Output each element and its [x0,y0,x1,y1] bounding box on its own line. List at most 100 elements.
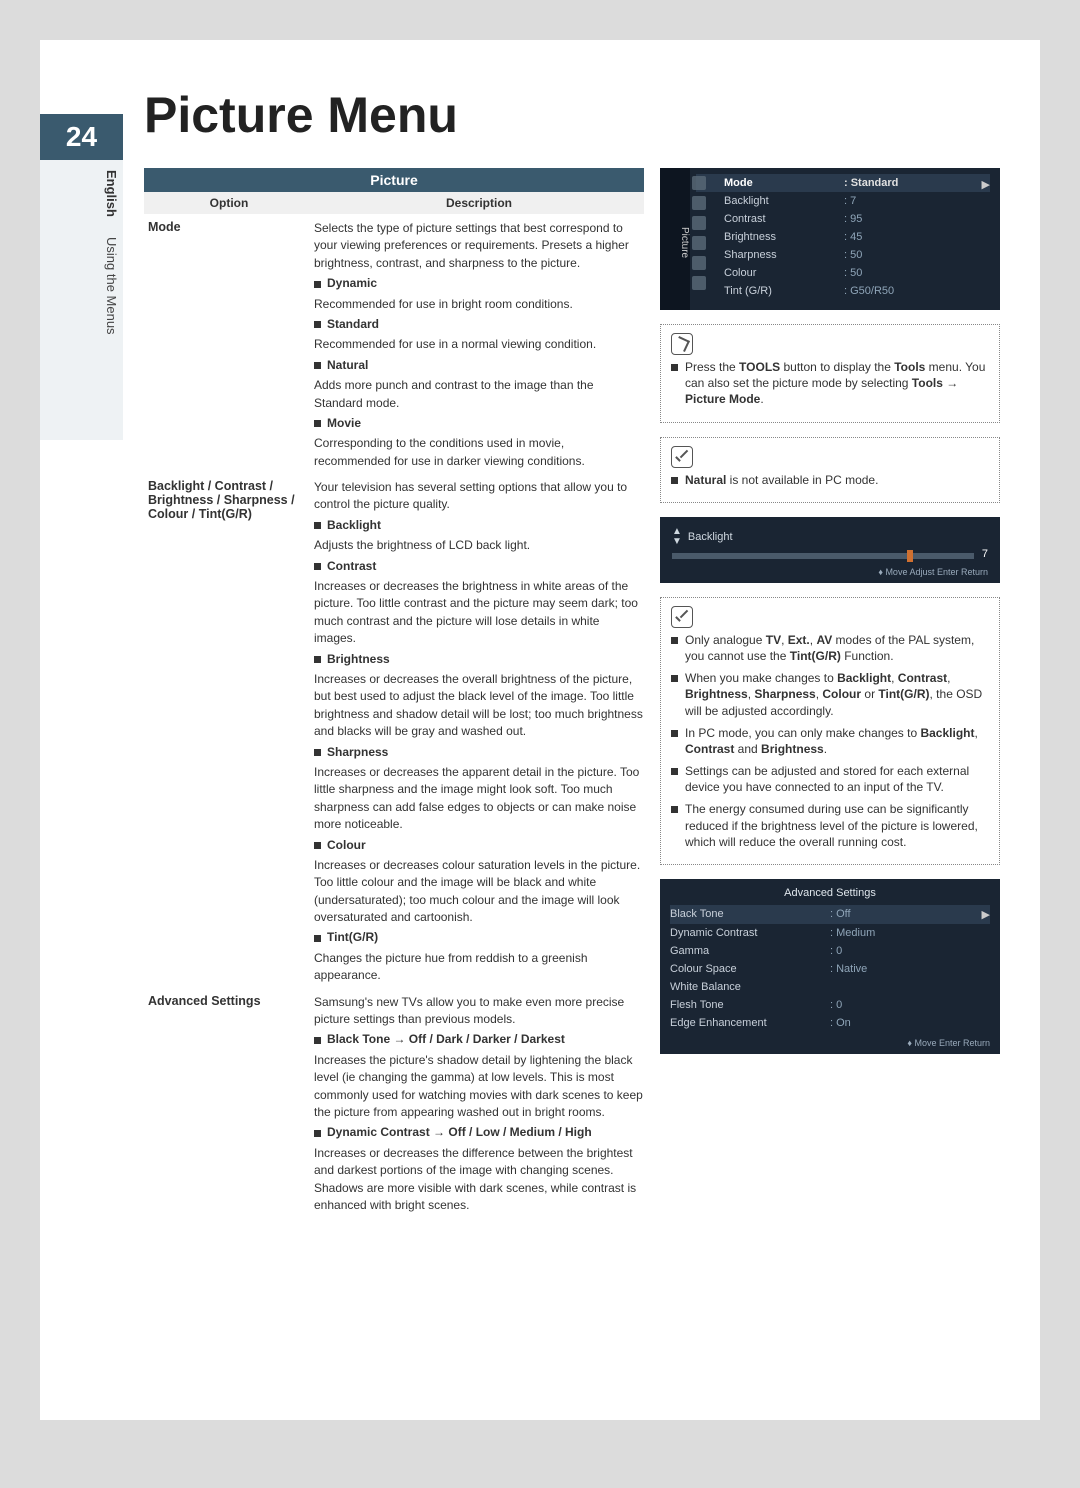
contrast-desc: Increases or decreases the brightness in… [314,578,644,648]
speaker-icon [692,196,706,210]
table-subheader: Option Description [144,192,644,214]
osd-adv-row: White Balance [670,978,990,996]
backlight-desc: Adjusts the brightness of LCD back light… [314,537,644,554]
osd-adv-row: Colour Space: Native [670,960,990,978]
contrast-label: Contrast [327,559,376,573]
bullet-icon [314,935,321,942]
tint-desc: Changes the picture hue from reddish to … [314,950,644,985]
osd-adv-row: Black Tone: Off▶ [670,905,990,924]
blacktone-label: Black Tone → Off / Dark / Darker / Darke… [327,1032,565,1046]
dynamic-label: Dynamic [327,276,377,290]
adv-desc: Samsung's new TVs allow you to make even… [314,994,644,1218]
osd-adv-title: Advanced Settings [670,885,990,905]
osd-tab: Picture [660,168,690,310]
natural-item: Natural [314,357,644,374]
blacktone-item: Black Tone → Off / Dark / Darker / Darke… [314,1031,644,1048]
osd-adv-footer: ♦ Move Enter Return [670,1038,990,1048]
colour-label: Colour [327,838,366,852]
col-option: Option [144,196,314,210]
osd-row: Contrast: 95 [696,210,990,228]
bullet-icon [314,522,321,529]
page-number: 24 [40,114,123,160]
contrast-item: Contrast [314,558,644,575]
quality-intro: Your television has several setting opti… [314,479,644,514]
support-icon [692,276,706,290]
dynamic-desc: Recommended for use in bright room condi… [314,296,644,313]
osd-row: Mode: Standard [696,174,990,192]
dyncontrast-desc: Increases or decreases the difference be… [314,1145,644,1215]
osd-advanced-settings: Advanced Settings Black Tone: Off▶Dynami… [660,879,1000,1054]
bullet-icon [314,321,321,328]
note-quality: Only analogue TV, Ext., AV modes of the … [660,597,1000,865]
standard-item: Standard [314,316,644,333]
note-osd-adjust: When you make changes to Backlight, Cont… [671,670,989,719]
osd-content: Mode: StandardBacklight: 7Contrast: 95Br… [696,174,990,300]
right-column: Picture ▶ Mode: StandardBacklight: 7Cont… [660,168,1000,1054]
row-quality: Backlight / Contrast / Brightness / Shar… [144,473,644,988]
bullet-icon [314,563,321,570]
backlight-label: Backlight [327,518,381,532]
note-tint-pal: Only analogue TV, Ext., AV modes of the … [671,632,989,664]
bullet-icon [314,842,321,849]
mode-label: Mode [144,220,314,473]
mode-intro: Selects the type of picture settings tha… [314,220,644,272]
updown-icon: ▲▼ [672,527,682,547]
row-advanced: Advanced Settings Samsung's new TVs allo… [144,988,644,1218]
side-lang: English [40,170,119,217]
brightness-desc: Increases or decreases the overall brigh… [314,671,644,741]
colour-item: Colour [314,837,644,854]
dynamic-item: Dynamic [314,275,644,292]
osd-adv-row: Gamma: 0 [670,942,990,960]
bullet-icon [314,281,321,288]
note-natural: Natural is not available in PC mode. [660,437,1000,503]
osd-row: Sharpness: 50 [696,246,990,264]
osd-adv-content: Black Tone: Off▶Dynamic Contrast: Medium… [670,905,990,1032]
slider-name: Backlight [688,531,988,543]
dyncontrast-item: Dynamic Contrast → Off / Low / Medium / … [314,1124,644,1141]
slider-footer: ♦ Move Adjust Enter Return [672,567,988,577]
movie-label: Movie [327,416,361,430]
natural-label: Natural [327,358,368,372]
adv-intro: Samsung's new TVs allow you to make even… [314,994,644,1029]
arrow-right-icon: ▶ [982,178,990,191]
osd-adv-row: Flesh Tone: 0 [670,996,990,1014]
tint-label: Tint(G/R) [327,930,378,944]
bullet-icon [314,420,321,427]
input-icon [692,236,706,250]
osd-picture-menu: Picture ▶ Mode: StandardBacklight: 7Cont… [660,168,1000,310]
movie-item: Movie [314,415,644,432]
picture-table: Picture Option Description Mode Selects … [144,168,644,1217]
brightness-item: Brightness [314,651,644,668]
sharpness-item: Sharpness [314,744,644,761]
slider-value: 7 [982,548,988,560]
note-icon [671,446,693,468]
side-band: English Using the Menus [40,160,123,440]
bullet-icon [314,1130,321,1137]
gear-icon [692,216,706,230]
tools-icon [671,333,693,355]
brightness-label: Brightness [327,652,390,666]
bullet-icon [314,749,321,756]
sharpness-desc: Increases or decreases the apparent deta… [314,764,644,834]
slider-bar [672,553,974,559]
osd-row: Colour: 50 [696,264,990,282]
tint-item: Tint(G/R) [314,929,644,946]
quality-desc: Your television has several setting opti… [314,479,644,988]
osd-slider-backlight: ▲▼ Backlight 7 ♦ Move Adjust Enter Retur… [660,517,1000,583]
osd-adv-row: Dynamic Contrast: Medium [670,924,990,942]
tip-tools: Press the TOOLS button to display the To… [660,324,1000,423]
app-icon [692,256,706,270]
col-desc: Description [314,196,644,210]
note-icon [671,606,693,628]
adv-label: Advanced Settings [144,994,314,1218]
osd-adv-row: Edge Enhancement: On [670,1014,990,1032]
tip-tools-text: Press the TOOLS button to display the To… [671,359,989,408]
tv-icon [692,176,706,190]
osd-row: Backlight: 7 [696,192,990,210]
colour-desc: Increases or decreases colour saturation… [314,857,644,927]
table-header: Picture [144,168,644,192]
dyncontrast-label: Dynamic Contrast → Off / Low / Medium / … [327,1125,592,1139]
natural-desc: Adds more punch and contrast to the imag… [314,377,644,412]
mode-desc: Selects the type of picture settings tha… [314,220,644,473]
page-title: Picture Menu [144,86,458,144]
